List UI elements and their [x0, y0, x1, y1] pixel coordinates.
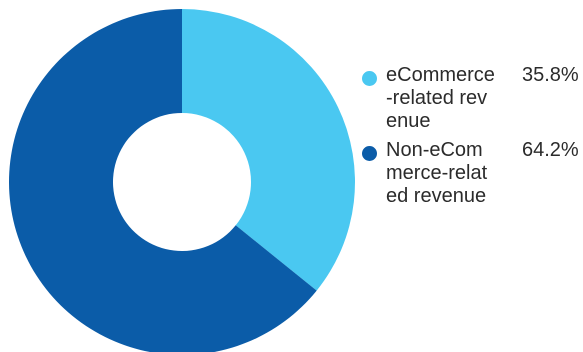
legend-value-non-ecommerce: 64.2% — [522, 139, 579, 161]
legend-swatch-ecommerce — [362, 71, 377, 86]
legend-label-ecommerce: eCommerce-related revenue — [386, 64, 495, 132]
legend-item-ecommerce: eCommerce-related revenue 35.8% — [360, 64, 582, 133]
legend-label-non-ecommerce: Non-eCommerce-related revenue — [386, 139, 488, 207]
legend-swatch-non-ecommerce — [362, 146, 377, 161]
chart-legend: eCommerce-related revenue 35.8% Non-eCom… — [360, 64, 582, 214]
legend-item-non-ecommerce: Non-eCommerce-related revenue 64.2% — [360, 139, 582, 208]
legend-value-ecommerce: 35.8% — [522, 64, 579, 86]
donut-slice-0 — [182, 9, 355, 291]
donut-slice-1 — [9, 9, 317, 352]
